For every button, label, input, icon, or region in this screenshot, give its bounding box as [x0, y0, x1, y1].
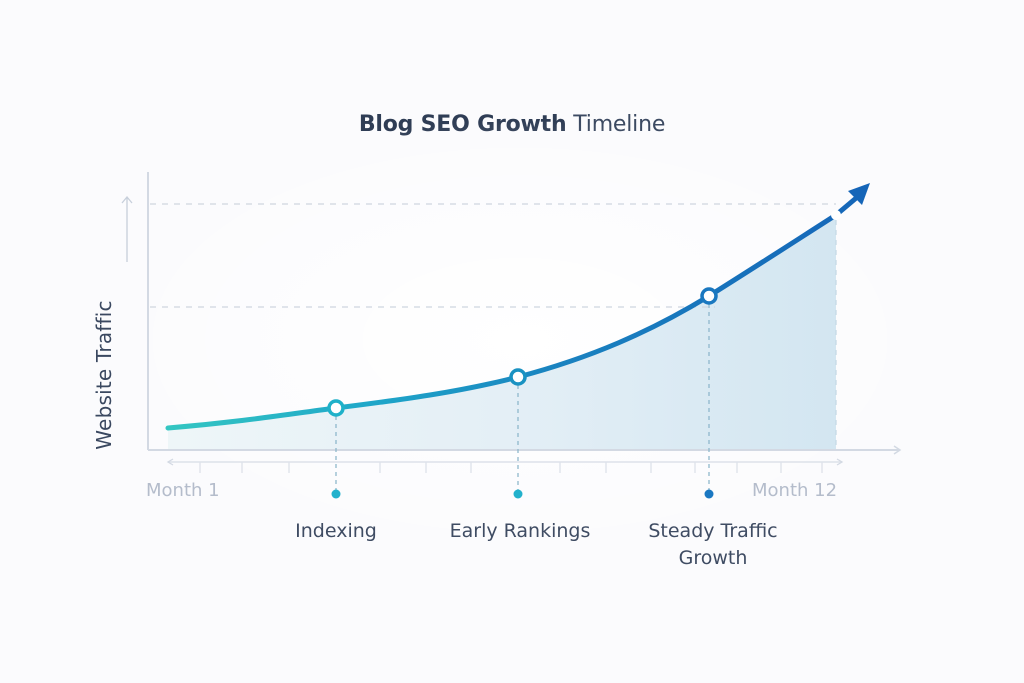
milestone-label-line-2: Growth — [678, 547, 748, 569]
area-fill — [168, 215, 836, 450]
x-start-label: Month 1 — [146, 480, 220, 501]
timeline-left-arrow-icon — [166, 458, 174, 466]
timeline-dot-early-rankings — [513, 489, 523, 499]
timeline-right-arrow-icon — [836, 458, 844, 466]
y-axis-arrow-icon — [121, 195, 133, 262]
milestone-label-early-rankings: Early Rankings — [450, 518, 591, 545]
milestone-label-line-1: Steady Traffic — [648, 520, 778, 542]
end-point-dot — [831, 210, 841, 220]
milestone-label-steady-growth: Steady Traffic Growth — [648, 518, 777, 572]
marker-early-rankings — [509, 368, 527, 386]
timeline-dot-indexing — [331, 489, 341, 499]
milestone-label-indexing: Indexing — [295, 518, 377, 545]
milestone-label-line: Indexing — [295, 520, 377, 542]
x-axis-arrow-icon — [893, 445, 902, 455]
timeline-ticks — [199, 462, 823, 473]
marker-steady-growth — [700, 287, 718, 305]
timeline-dot-steady-growth — [704, 489, 714, 499]
marker-indexing — [327, 399, 345, 417]
y-axis-label: Website Traffic — [92, 300, 116, 450]
milestone-label-line: Early Rankings — [449, 520, 591, 542]
growth-arrow-icon — [848, 183, 870, 205]
x-end-label: Month 12 — [752, 480, 838, 501]
